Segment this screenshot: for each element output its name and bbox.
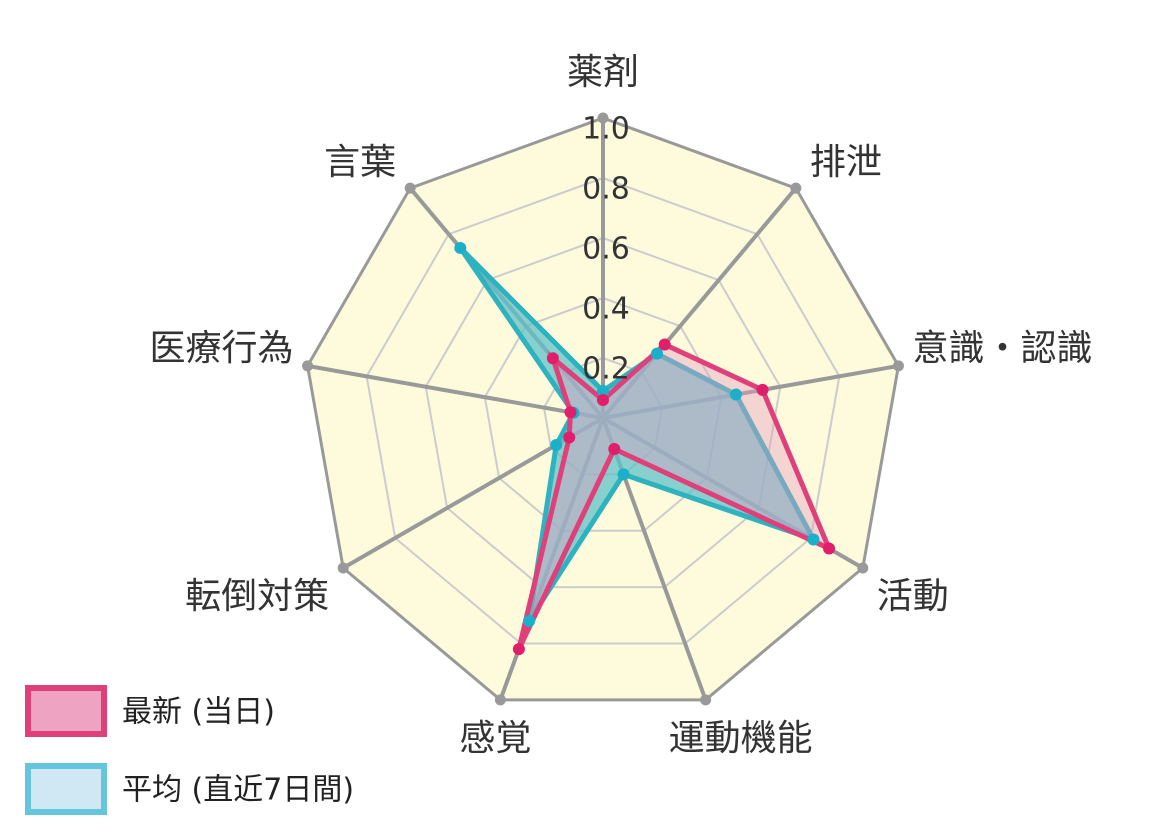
legend-swatch [25, 685, 107, 737]
data-point [523, 614, 536, 627]
tick-label: 1.0 [582, 112, 630, 147]
axis-label: 医療行為 [150, 328, 294, 369]
axis-label: 運動機能 [669, 718, 813, 759]
series-area [516, 341, 834, 651]
data-point [823, 542, 836, 555]
radar-series [454, 241, 836, 656]
data-point [608, 443, 621, 456]
radar-ticks: 0.2 0.4 0.6 0.8 1.0 [582, 112, 630, 387]
axis-end-dot [790, 182, 802, 194]
data-point [658, 338, 671, 351]
axis-end-dot [700, 694, 712, 706]
data-point [617, 468, 630, 481]
grid-ring [365, 176, 841, 645]
tick-label: 0.6 [582, 232, 630, 267]
data-point [597, 394, 609, 406]
data-point [650, 347, 663, 360]
tick-label: 0.2 [582, 352, 630, 387]
legend-label: 最新 (当日) [122, 695, 275, 730]
data-point [512, 643, 525, 656]
grid-ring [424, 236, 782, 589]
axis-end-dot [892, 360, 904, 372]
data-point [550, 439, 563, 451]
axis-end-dot [857, 562, 869, 574]
data-point [807, 533, 820, 546]
data-point [729, 388, 742, 401]
axis-end-dot [597, 112, 609, 124]
tick-label: 0.4 [582, 292, 630, 327]
axis-label: 感覚 [459, 718, 531, 759]
axis-label: 排泄 [810, 142, 882, 183]
tick-label: 0.8 [582, 172, 630, 207]
legend: 最新 (当日) 平均 (直近7日間) [25, 685, 354, 815]
axis-end-dot [494, 694, 506, 706]
axis-end-dot [404, 182, 416, 194]
outer-ring [305, 116, 901, 702]
axis-label: 薬剤 [567, 52, 639, 93]
data-point [563, 431, 576, 444]
axis-spoke [307, 363, 604, 420]
axis-label: 意識・認識 [912, 328, 1092, 369]
axis-end-dot [302, 360, 314, 372]
axis-end-dot [337, 562, 349, 574]
axis-label: 活動 [877, 576, 949, 617]
axis-label: 転倒対策 [185, 576, 329, 617]
data-point [454, 241, 467, 254]
legend-label: 平均 (直近7日間) [122, 773, 354, 808]
axis-label: 言葉 [324, 142, 396, 183]
data-point [564, 406, 577, 419]
data-point [546, 352, 559, 365]
data-point [597, 385, 609, 397]
legend-swatch [25, 763, 107, 815]
data-point [756, 383, 769, 396]
